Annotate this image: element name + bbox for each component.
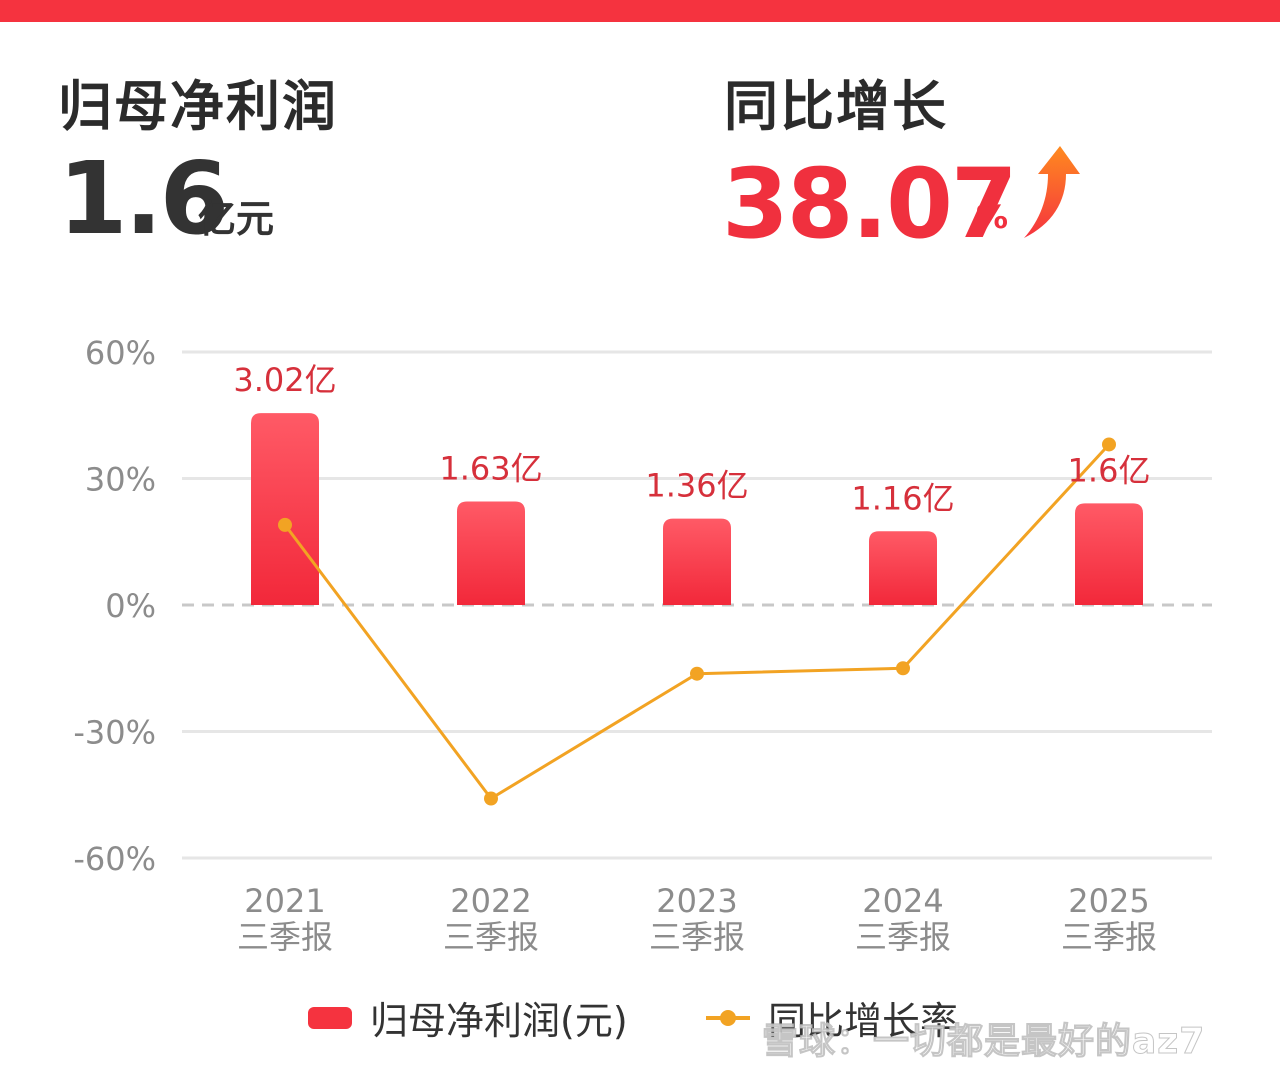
x-tick-period: 三季报	[649, 918, 745, 956]
x-tick-year: 2025	[1068, 882, 1149, 920]
growth-rate-point	[278, 517, 292, 532]
y-tick-label: 60%	[85, 334, 156, 372]
bar-net-profit	[1075, 503, 1143, 605]
bar-data-label: 1.63亿	[439, 449, 542, 487]
chart-legend: 归母净利润(元) 同比增长率	[0, 990, 1280, 1050]
legend-label-net-profit: 归母净利润(元)	[370, 999, 628, 1043]
yoy-growth-unit: %	[976, 198, 1009, 236]
x-tick-period: 三季报	[855, 918, 951, 956]
y-tick-label: 30%	[85, 461, 156, 499]
yoy-growth-value: 38.07	[722, 148, 1018, 260]
growth-rate-point	[484, 791, 498, 806]
x-tick-year: 2021	[244, 882, 325, 920]
bar-net-profit	[869, 531, 937, 605]
net-profit-unit: 亿元	[198, 197, 275, 241]
growth-rate-point	[690, 666, 704, 681]
x-tick-period: 三季报	[237, 918, 333, 956]
up-arrow-icon	[1024, 146, 1080, 238]
watermark-text: 雪球：一切都是最好的az7	[761, 1021, 1206, 1063]
x-tick-period: 三季报	[443, 918, 539, 956]
legend-item-net-profit: 归母净利润(元)	[308, 990, 628, 1045]
growth-rate-point	[896, 661, 910, 676]
x-tick-year: 2022	[450, 882, 531, 920]
legend-item-growth-rate: 同比增长率	[706, 990, 958, 1045]
net-profit-title: 归母净利润	[58, 75, 338, 138]
y-tick-label: -60%	[73, 840, 156, 878]
bar-net-profit	[663, 518, 731, 605]
bar-data-label: 1.6亿	[1068, 451, 1151, 489]
bar-net-profit	[251, 413, 319, 605]
bar-net-profit	[457, 501, 525, 605]
profit-growth-chart: 60% 30% 0% -30% -60% 3.02亿 1.63亿 1.36亿 1.16亿 1.6…	[73, 334, 1212, 956]
top-accent-bar	[0, 0, 1280, 22]
y-tick-label: 0%	[105, 587, 156, 625]
x-tick-year: 2024	[862, 882, 943, 920]
growth-rate-point	[1102, 437, 1116, 452]
net-profit-value: 1.6	[58, 140, 229, 257]
legend-bar-swatch	[308, 1006, 352, 1029]
bar-data-label: 1.36亿	[645, 467, 748, 505]
x-tick-period: 三季报	[1061, 918, 1157, 956]
yoy-growth-title: 同比增长	[724, 75, 948, 138]
y-tick-label: -30%	[73, 714, 156, 752]
legend-label-growth-rate: 同比增长率	[768, 999, 959, 1043]
legend-line-swatch	[706, 1007, 750, 1029]
bar-data-label: 1.16亿	[851, 479, 954, 517]
bar-data-label: 3.02亿	[233, 361, 336, 399]
x-tick-year: 2023	[656, 882, 737, 920]
